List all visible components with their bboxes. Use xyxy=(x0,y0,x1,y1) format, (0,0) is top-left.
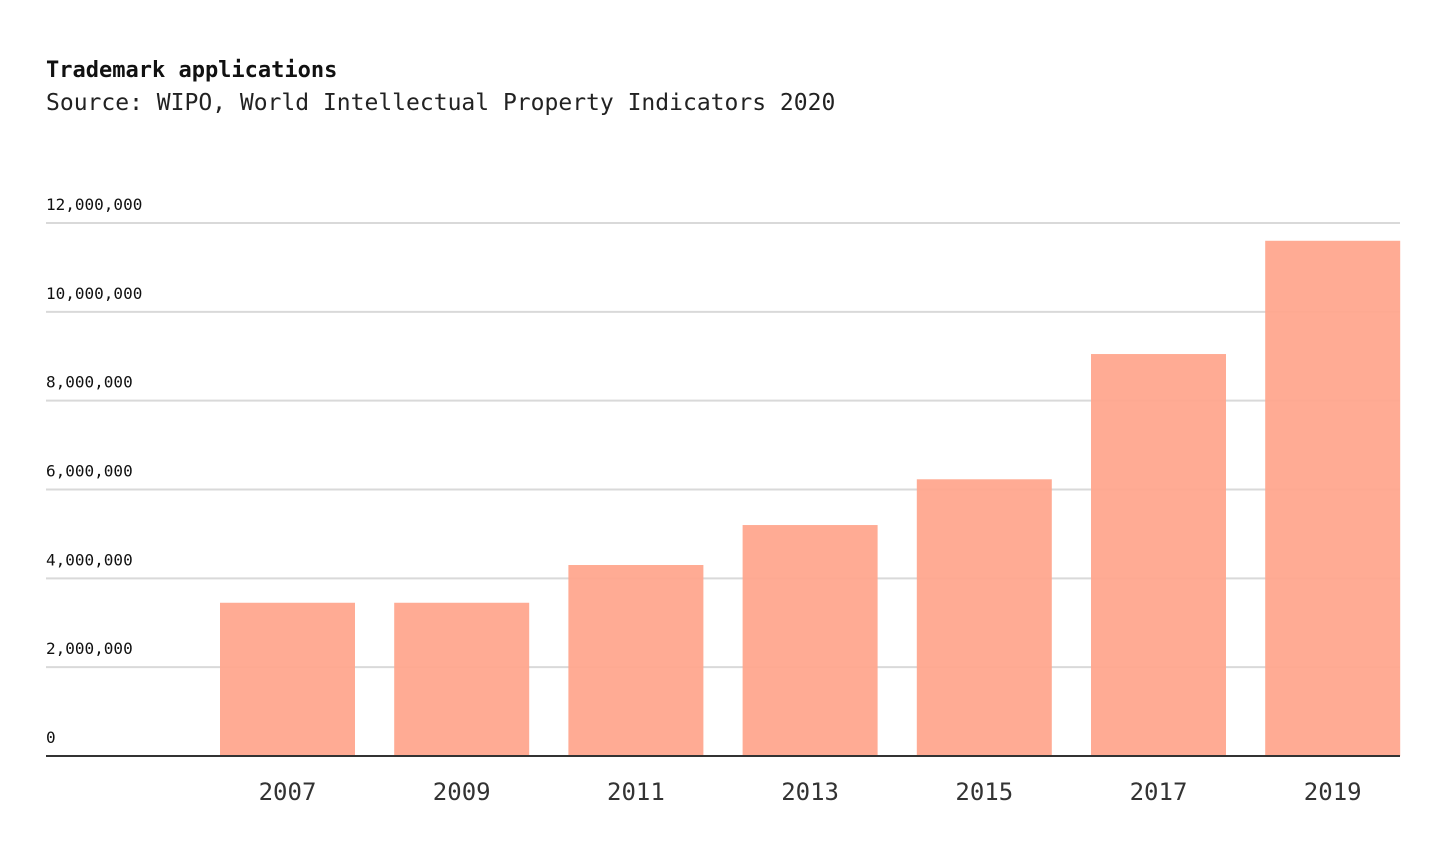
y-tick-label: 10,000,000 xyxy=(46,284,142,303)
x-tick-label: 2017 xyxy=(1130,778,1188,806)
y-tick-label: 12,000,000 xyxy=(46,195,142,214)
bar-2011 xyxy=(568,565,704,756)
x-tick-label: 2011 xyxy=(607,778,665,806)
bar-2009 xyxy=(394,602,530,756)
bar-2007 xyxy=(220,602,355,756)
x-tick-label: 2013 xyxy=(781,778,839,806)
bar-2017 xyxy=(1091,354,1226,756)
bar-2019 xyxy=(1265,240,1401,756)
y-tick-label: 6,000,000 xyxy=(46,462,133,481)
y-tick-label: 0 xyxy=(46,728,56,747)
bars xyxy=(220,240,1401,756)
y-axis-ticks: 0 2,000,000 4,000,000 6,000,000 8,000,000 10,… xyxy=(46,195,142,747)
chart-title: Trademark applications xyxy=(46,58,338,83)
x-tick-label: 2007 xyxy=(259,778,317,806)
y-tick-label: 8,000,000 xyxy=(46,373,133,392)
y-tick-label: 4,000,000 xyxy=(46,550,133,569)
bar-2013 xyxy=(742,525,878,756)
x-tick-label: 2009 xyxy=(433,778,491,806)
bar-2015 xyxy=(916,479,1052,756)
x-tick-label: 2015 xyxy=(955,778,1013,806)
y-tick-label: 2,000,000 xyxy=(46,639,133,658)
chart-subtitle: Source: WIPO, World Intellectual Propert… xyxy=(46,90,836,116)
x-axis-ticks: 2007 2009 2011 2013 2015 2017 2019 xyxy=(259,778,1362,806)
x-tick-label: 2019 xyxy=(1304,778,1362,806)
